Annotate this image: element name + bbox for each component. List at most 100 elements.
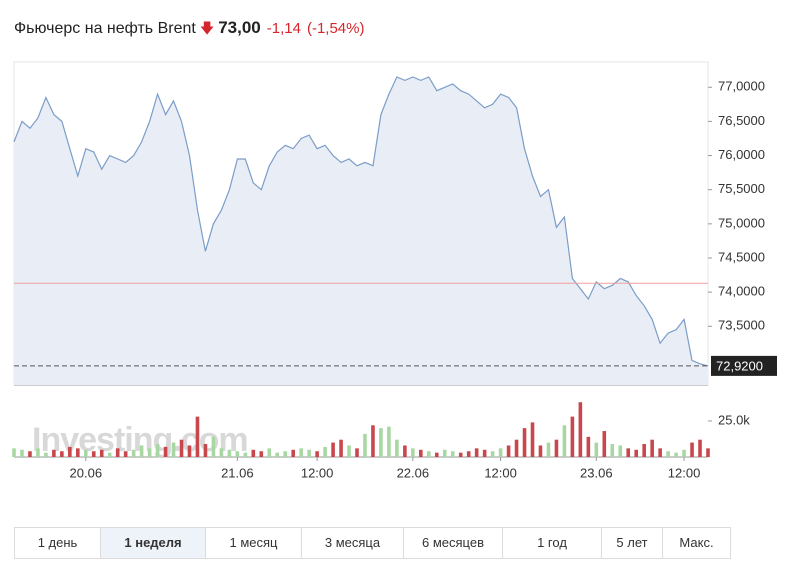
volume-bar — [179, 439, 184, 457]
volume-bar — [44, 452, 48, 457]
volume-bar — [490, 451, 495, 457]
volume-bar — [602, 431, 607, 457]
volume-bar — [546, 442, 551, 457]
volume-bar — [363, 433, 367, 457]
volume-bar — [52, 449, 56, 457]
volume-bar — [403, 445, 407, 457]
volume-bar — [458, 452, 463, 457]
volume-bar — [498, 448, 503, 457]
volume-bar — [355, 448, 359, 457]
header: Фьючерс на нефть Brent 🡇 73,00 -1,14 (-1,54%… — [14, 18, 371, 42]
y-tick-label: 73,5000 — [718, 318, 765, 333]
range-button[interactable]: 6 месяцев — [404, 528, 503, 558]
last-value-label: 72,9200 — [716, 358, 763, 373]
volume-bar — [674, 452, 678, 457]
range-button[interactable]: Макс. — [679, 535, 714, 550]
volume-bar — [442, 449, 447, 457]
volume-bar — [187, 445, 192, 457]
volume-bar — [107, 452, 112, 457]
volume-bar — [227, 449, 232, 457]
volume-bar — [474, 448, 479, 457]
y-tick-label: 77,0000 — [718, 79, 765, 94]
volume-bar — [291, 449, 295, 457]
volume-bar — [275, 452, 280, 457]
volume-bar — [538, 445, 543, 457]
x-tick-label: 12:00 — [484, 465, 517, 480]
volume-bar — [450, 451, 455, 457]
volume-bar — [642, 444, 646, 457]
volume-bar — [83, 449, 88, 457]
volume-bar — [371, 425, 375, 457]
volume-bar — [171, 442, 176, 457]
volume-bar — [12, 448, 16, 457]
volume-bar — [219, 448, 224, 457]
volume-bar — [522, 428, 527, 457]
chart: Investing.com 72,9200 73,5000 74,0000 74,500… — [12, 61, 777, 480]
volume-bar — [682, 449, 686, 457]
volume-bar — [60, 451, 64, 457]
volume-bar — [195, 416, 200, 457]
range-button[interactable]: 1 год — [503, 528, 602, 558]
volume-bar — [594, 442, 599, 457]
volume-bar — [139, 445, 144, 457]
volume-bar — [147, 448, 152, 457]
y-tick-label: 75,0000 — [718, 215, 765, 230]
volume-bar — [650, 439, 654, 457]
volume-bar — [339, 439, 343, 457]
y-tick-label: 75,5000 — [718, 181, 765, 196]
price-area — [14, 77, 708, 385]
volume-bar — [243, 452, 248, 457]
y-tick-label: 74,0000 — [718, 284, 765, 299]
volume-bar — [419, 449, 423, 457]
volume-bar — [251, 449, 256, 457]
volume-bar — [68, 446, 72, 457]
change-pct: (-1,54%) — [306, 20, 365, 37]
volume-bar — [530, 422, 535, 457]
x-tick-label: 20.06 — [70, 465, 103, 480]
range-button[interactable]: 3 месяца — [302, 528, 404, 558]
volume-bar — [91, 451, 96, 457]
volume-bar — [626, 448, 631, 457]
volume-bar — [28, 451, 32, 457]
range-button[interactable]: 1 месяц — [206, 528, 302, 558]
volume-bar — [427, 451, 431, 457]
y2-tick-label: 25.0k — [718, 412, 750, 427]
range-button[interactable]: 1 неделя — [101, 528, 206, 558]
volume-bar — [506, 445, 511, 457]
volume-bar — [658, 448, 662, 457]
price-line — [13, 76, 709, 367]
title: Фьючерс на нефть Brent — [14, 20, 196, 37]
volume-bar — [411, 448, 415, 457]
volume-bar — [36, 448, 40, 457]
volume-bar — [115, 448, 120, 457]
volume-bar — [379, 428, 383, 457]
y-tick-label: 74,5000 — [718, 249, 765, 264]
x-tick-label: 12:00 — [301, 465, 334, 480]
x-tick-label: 12:00 — [668, 465, 701, 480]
volume-bar — [347, 445, 351, 457]
volume-bar — [514, 439, 519, 457]
range-button[interactable]: 1 день — [15, 528, 101, 558]
volume-bar — [203, 444, 208, 457]
volume-bar — [283, 451, 288, 457]
volume-bar — [586, 436, 591, 457]
volume-bar — [267, 448, 272, 457]
change: -1,14 — [266, 20, 301, 37]
volume-bar — [387, 426, 391, 457]
volume-bar — [554, 439, 559, 457]
volume-bar — [155, 444, 160, 457]
price: 73,00 — [218, 18, 261, 37]
volume-bar — [666, 451, 670, 457]
volume-bar — [395, 439, 399, 457]
volume-bar — [163, 446, 168, 457]
x-tick-label: 22.06 — [397, 465, 430, 480]
volume-bar — [618, 445, 623, 457]
volume-bar — [331, 442, 335, 457]
volume-bar — [323, 446, 327, 457]
volume-bar — [466, 451, 471, 457]
volume-bar — [259, 451, 264, 457]
range-button[interactable]: 5 лет — [602, 528, 663, 558]
y-tick-label: 76,5000 — [718, 113, 765, 128]
x-tick-label: 21.06 — [221, 465, 254, 480]
